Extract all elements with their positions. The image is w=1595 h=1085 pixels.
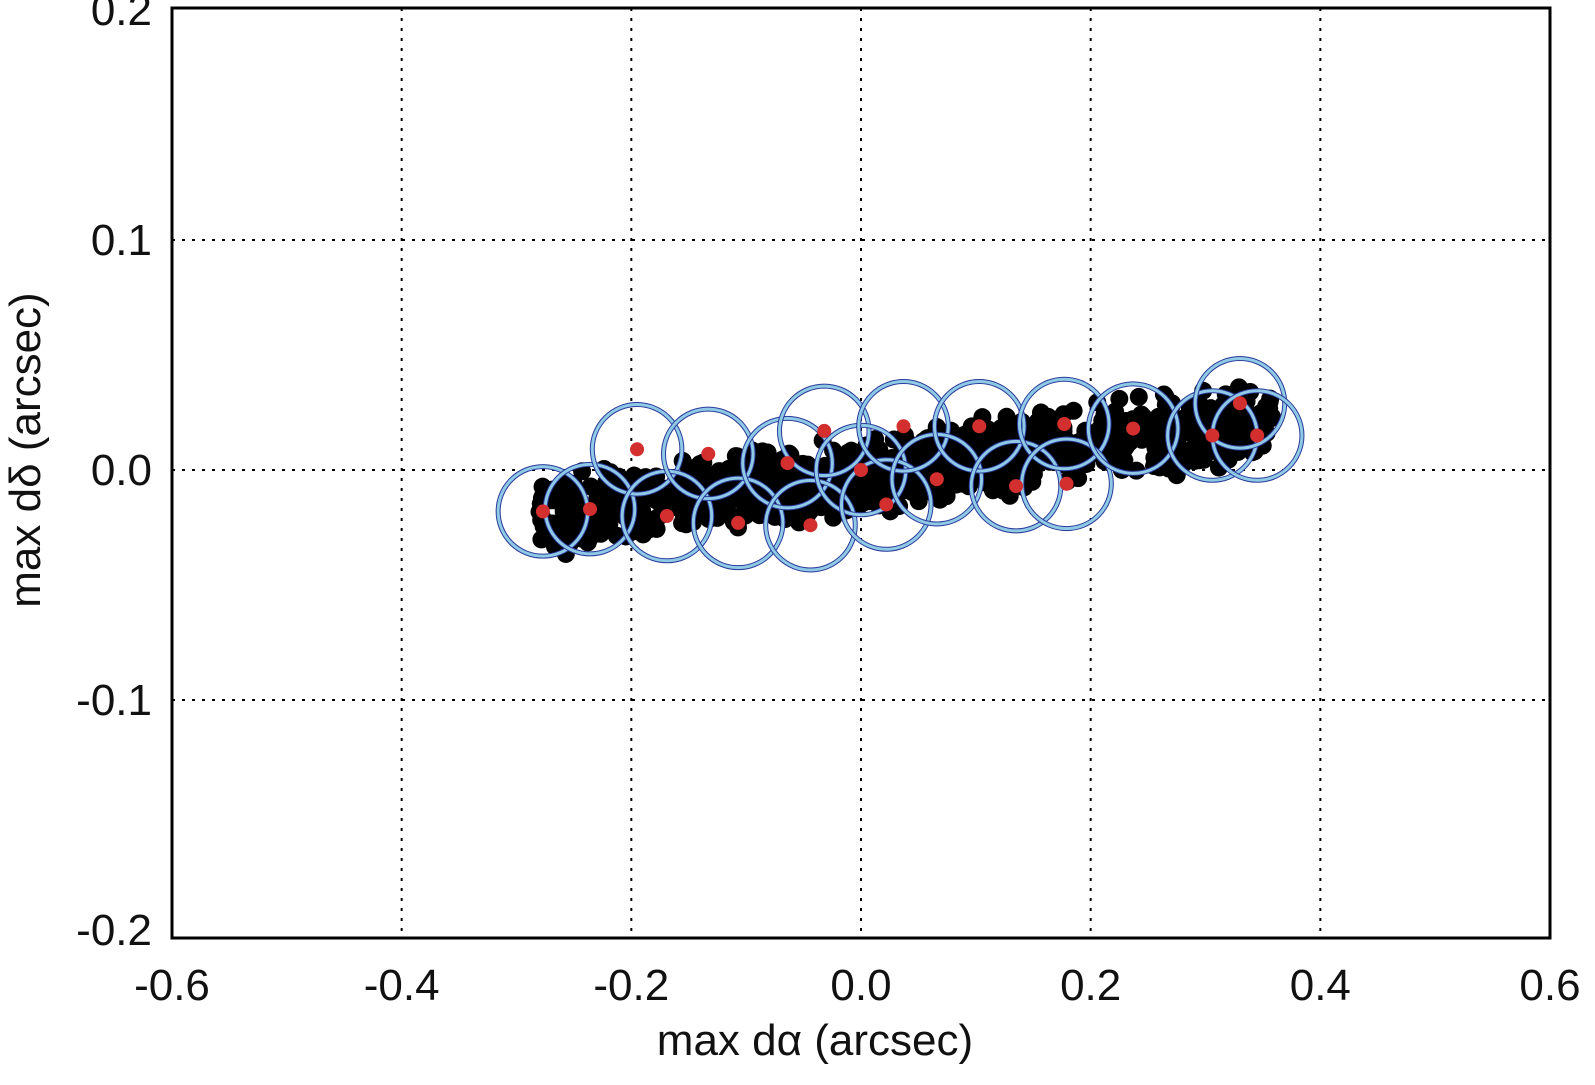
cloud-point [824, 508, 843, 527]
x-axis-label: max dα (arcsec) [657, 1016, 973, 1065]
cluster-center-point [630, 442, 645, 457]
cluster-circle [1086, 382, 1180, 475]
cloud-point [1064, 401, 1083, 420]
cluster-circle [590, 403, 684, 496]
cloud-point [1147, 424, 1166, 443]
x-tick-label: -0.6 [134, 961, 210, 1010]
y-tick-label: 0.0 [91, 446, 152, 495]
cloud-point [1223, 424, 1242, 443]
cloud-point [1002, 414, 1021, 433]
cluster-circle [777, 384, 871, 478]
cloud-point [588, 515, 607, 534]
cluster-center-point [1057, 417, 1072, 431]
cloud-point [863, 470, 882, 489]
cluster-circle [839, 458, 933, 551]
cluster-circle [764, 478, 857, 572]
cloud-point [855, 486, 874, 505]
cloud-point [1194, 450, 1213, 469]
cluster-circle [932, 380, 1026, 473]
y-tick-label: 0.2 [91, 0, 152, 35]
cloud-point [677, 515, 696, 534]
cloud-point [903, 483, 922, 502]
cluster-circle [691, 476, 785, 570]
y-axis-label: max dδ (arcsec) [1, 292, 50, 607]
cluster-center-point [817, 423, 832, 438]
cluster-centers [535, 396, 1265, 533]
y-tick-label: -0.1 [76, 676, 152, 725]
cloud-point [1129, 387, 1148, 406]
cloud-point [838, 443, 857, 462]
cloud-point [794, 482, 813, 501]
cloud-point [1034, 410, 1053, 429]
cloud-point [930, 490, 949, 509]
x-tick-label: 0.2 [1060, 961, 1121, 1010]
cluster-center-point [803, 518, 818, 533]
cloud-point [790, 513, 809, 532]
cloud-point [1105, 445, 1124, 464]
x-tick-label: 0.6 [1519, 961, 1580, 1010]
cluster-center-point [896, 419, 911, 434]
cloud-point [1024, 426, 1043, 445]
cluster-center-point [854, 463, 868, 477]
cloud-point [566, 499, 585, 518]
x-tick-label: -0.4 [364, 961, 440, 1010]
cloud-point [870, 440, 889, 459]
cluster-center-point [1205, 428, 1220, 443]
plot-frame [170, 6, 1552, 940]
x-tick-label: -0.2 [593, 961, 669, 1010]
cluster-center-point [879, 497, 894, 512]
cloud-point [1110, 389, 1129, 408]
y-tick-labels: 0.2 0.1 0.0 -0.1 -0.2 [76, 0, 152, 955]
x-tick-label: 0.0 [830, 961, 891, 1010]
cluster-center-point [780, 456, 795, 471]
cluster-circle [661, 407, 755, 501]
y-tick-label: 0.1 [91, 216, 152, 265]
y-tick-label: -0.2 [76, 906, 152, 955]
cloud-point [994, 481, 1013, 500]
cluster-center-point [1232, 396, 1247, 411]
cluster-center-point [1059, 476, 1074, 491]
cluster-center-point [929, 472, 944, 487]
x-tick-labels: -0.6 -0.4 -0.2 0.0 0.2 0.4 0.6 [134, 961, 1581, 1010]
cloud-point [637, 520, 656, 539]
cluster-center-point [582, 502, 597, 517]
cluster-center-point [701, 446, 716, 461]
cluster-center-point [972, 419, 987, 434]
x-tick-label: 0.4 [1290, 961, 1351, 1010]
cluster-center-point [659, 509, 674, 523]
cluster-center-point [731, 515, 746, 530]
cloud-point [1260, 392, 1279, 411]
cluster-circle [857, 380, 950, 473]
cluster-center-point [1250, 428, 1265, 443]
cloud-point [578, 533, 597, 552]
cluster-center-point [1126, 421, 1141, 436]
cluster-center-point [1009, 479, 1024, 494]
cloud-point [664, 493, 683, 512]
cloud-point [588, 481, 607, 500]
cluster-center-point [535, 504, 550, 519]
cluster-circle [741, 416, 834, 510]
cluster-circle [1017, 377, 1111, 471]
